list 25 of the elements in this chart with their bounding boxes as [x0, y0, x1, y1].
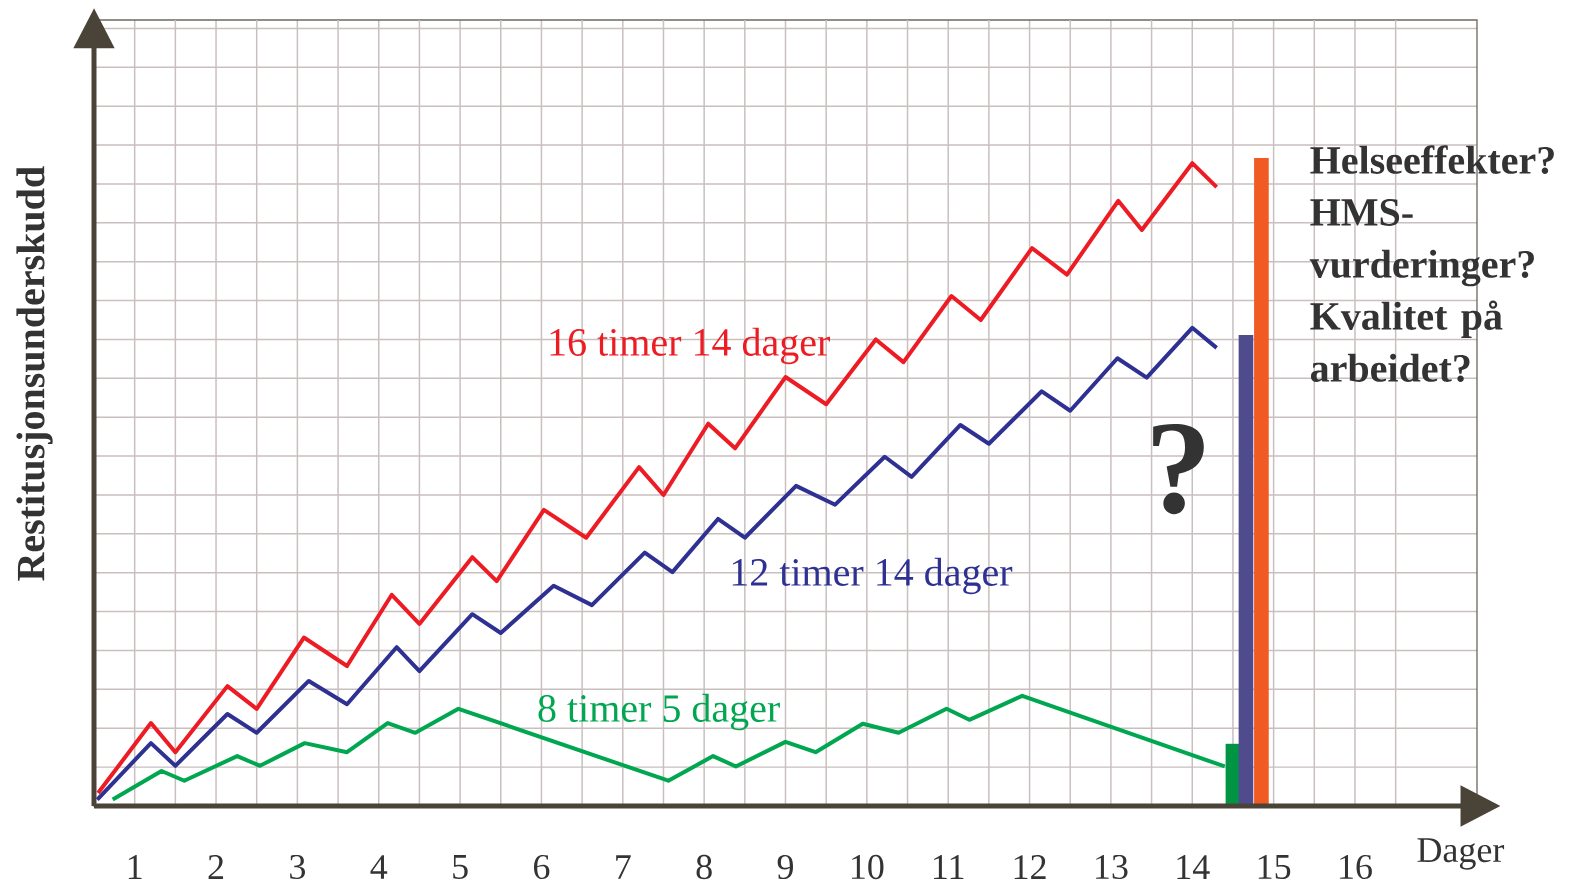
- x-tick-label: 4: [370, 855, 388, 879]
- x-tick-label: 2: [208, 855, 224, 879]
- x-tick-label: 11: [934, 855, 964, 879]
- x-tick-label: 14: [1177, 855, 1210, 879]
- annotation: Kvalitet på arbeidet?: [1310, 300, 1503, 383]
- series-label: 12 timer 14 dager: [732, 557, 1013, 595]
- series-label: 16 timer 14 dager: [550, 327, 830, 365]
- x-tick-label: 8: [696, 854, 712, 880]
- x-tick-label: 13: [1096, 854, 1128, 880]
- x-tick-label: 5: [453, 855, 468, 879]
- annotation: HMS-vurderinger?: [1309, 198, 1534, 287]
- annotation: Helseeffekter?: [1310, 145, 1554, 175]
- x-tick-label: 16: [1340, 854, 1372, 880]
- x-axis-title: Dager: [1417, 838, 1505, 870]
- x-tick-label: 10: [852, 854, 884, 880]
- x-tick-label: 6: [533, 854, 550, 880]
- x-tick-label: 7: [616, 855, 631, 879]
- y-axis-title: Restitusjonsunderskudd: [16, 166, 53, 581]
- x-tick-label: 1: [128, 855, 142, 879]
- x-tick-label: 15: [1258, 854, 1291, 880]
- annotation: ?: [1153, 423, 1204, 515]
- x-tick-label: 9: [777, 854, 794, 880]
- series-label: 8 timer 5 dager: [538, 693, 780, 731]
- x-tick-label: 3: [290, 854, 305, 880]
- x-tick-label: 12: [1014, 855, 1046, 879]
